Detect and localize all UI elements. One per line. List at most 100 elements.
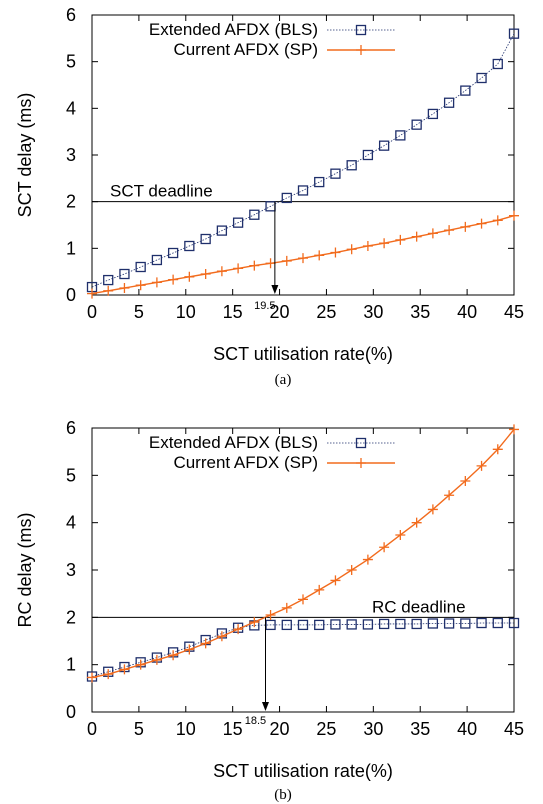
data-point-plus bbox=[216, 631, 227, 642]
data-point-square bbox=[378, 618, 390, 630]
data-point-plus bbox=[509, 424, 519, 435]
x-tick-label: 25 bbox=[316, 302, 336, 322]
data-point-plus bbox=[314, 250, 325, 261]
data-point-plus bbox=[492, 215, 503, 226]
data-point-square bbox=[508, 28, 520, 39]
y-tick-label: 6 bbox=[66, 5, 76, 25]
x-tick-label: 0 bbox=[87, 719, 97, 739]
data-point-square bbox=[184, 240, 195, 252]
x-tick-label: 10 bbox=[176, 302, 196, 322]
y-tick-label: 2 bbox=[66, 192, 76, 212]
data-point-square bbox=[249, 209, 260, 220]
data-point-square bbox=[395, 130, 406, 141]
crossing-value-label: 18.5 bbox=[245, 715, 266, 727]
data-point-plus bbox=[362, 241, 373, 251]
y-axis-ticks: 0 1 2 3 4 5 6 bbox=[66, 418, 514, 722]
x-tick-label: 30 bbox=[363, 302, 383, 322]
x-tick-label: 30 bbox=[363, 719, 383, 739]
data-point-square bbox=[346, 160, 357, 171]
data-point-square bbox=[265, 619, 276, 631]
data-point-plus bbox=[314, 584, 325, 595]
x-tick-label: 25 bbox=[316, 719, 336, 739]
data-point-square bbox=[151, 254, 163, 266]
x-tick-label: 45 bbox=[504, 719, 524, 739]
data-point-square bbox=[362, 619, 374, 630]
y-tick-label: 0 bbox=[66, 702, 76, 722]
data-point-plus bbox=[184, 271, 195, 282]
data-point-plus bbox=[87, 288, 97, 299]
data-point-square bbox=[411, 119, 422, 130]
data-point-square bbox=[330, 619, 341, 630]
x-tick-label: 15 bbox=[223, 719, 243, 739]
data-point-square bbox=[443, 97, 455, 108]
data-point-square bbox=[378, 140, 390, 151]
data-point-plus bbox=[298, 594, 308, 605]
data-point-plus bbox=[233, 624, 244, 635]
caption: (b) bbox=[274, 787, 292, 803]
data-point-plus bbox=[151, 654, 162, 665]
data-point-plus bbox=[281, 602, 292, 613]
data-point-square bbox=[119, 268, 130, 280]
data-point-plus bbox=[444, 490, 455, 501]
y-axis-ticks: 0 1 2 3 4 5 6 bbox=[66, 5, 514, 305]
data-point-plus bbox=[135, 659, 146, 670]
x-tick-label: 35 bbox=[410, 719, 430, 739]
x-tick-label: 20 bbox=[270, 302, 290, 322]
data-point-square bbox=[427, 618, 439, 629]
y-tick-label: 3 bbox=[66, 145, 76, 165]
y-tick-label: 1 bbox=[66, 655, 76, 675]
crossing-arrow-head bbox=[261, 702, 269, 711]
deadline-label: RC deadline bbox=[372, 597, 466, 616]
data-point-plus bbox=[379, 238, 390, 249]
data-point-plus bbox=[411, 517, 422, 528]
data-point-plus bbox=[151, 277, 162, 288]
data-point-square bbox=[232, 217, 244, 228]
data-point-plus bbox=[216, 266, 227, 277]
crossing-value-label: 19.5 bbox=[254, 300, 275, 312]
data-point-plus bbox=[346, 244, 357, 255]
x-tick-label: 20 bbox=[270, 719, 290, 739]
y-tick-label: 1 bbox=[66, 238, 76, 258]
x-axis-label: SCT utilisation rate(%) bbox=[213, 761, 393, 781]
data-point-square bbox=[443, 618, 455, 629]
x-tick-label: 40 bbox=[457, 302, 477, 322]
data-point-plus bbox=[427, 504, 438, 515]
data-point-square bbox=[395, 618, 406, 630]
data-point-plus bbox=[362, 554, 373, 565]
data-point-plus bbox=[460, 221, 471, 232]
x-tick-label: 35 bbox=[410, 302, 430, 322]
legend-marker-plus bbox=[356, 45, 366, 55]
data-point-plus bbox=[427, 228, 438, 239]
data-point-square bbox=[314, 619, 325, 631]
y-axis-label: RC delay (ms) bbox=[15, 512, 35, 627]
x-axis-label: SCT utilisation rate(%) bbox=[213, 344, 393, 364]
data-point-plus bbox=[460, 476, 471, 487]
data-point-plus bbox=[509, 210, 519, 221]
series-line-0 bbox=[91, 33, 515, 288]
deadline-label: SCT deadline bbox=[110, 182, 213, 201]
data-point-square bbox=[460, 618, 471, 629]
data-point-plus bbox=[200, 638, 211, 649]
x-tick-label: 40 bbox=[457, 719, 477, 739]
data-point-plus bbox=[265, 609, 276, 620]
data-point-plus bbox=[249, 260, 260, 271]
y-tick-label: 0 bbox=[66, 285, 76, 305]
data-point-plus bbox=[119, 664, 130, 675]
legend-label: Current AFDX (SP) bbox=[173, 453, 318, 472]
y-tick-label: 3 bbox=[66, 560, 76, 580]
data-point-square bbox=[167, 247, 179, 259]
y-tick-label: 5 bbox=[66, 465, 76, 485]
legend: Extended AFDX (BLS)Current AFDX (SP) bbox=[149, 433, 395, 472]
data-point-square bbox=[346, 619, 357, 630]
data-point-square bbox=[281, 619, 292, 631]
data-point-square bbox=[200, 233, 211, 245]
caption: (a) bbox=[275, 372, 292, 388]
data-point-square bbox=[314, 176, 325, 188]
data-point-square bbox=[427, 108, 439, 120]
data-point-square bbox=[492, 58, 503, 70]
legend-label: Extended AFDX (BLS) bbox=[149, 433, 318, 452]
series-group bbox=[86, 424, 520, 683]
data-point-plus bbox=[168, 650, 179, 661]
data-point-square bbox=[508, 617, 520, 629]
